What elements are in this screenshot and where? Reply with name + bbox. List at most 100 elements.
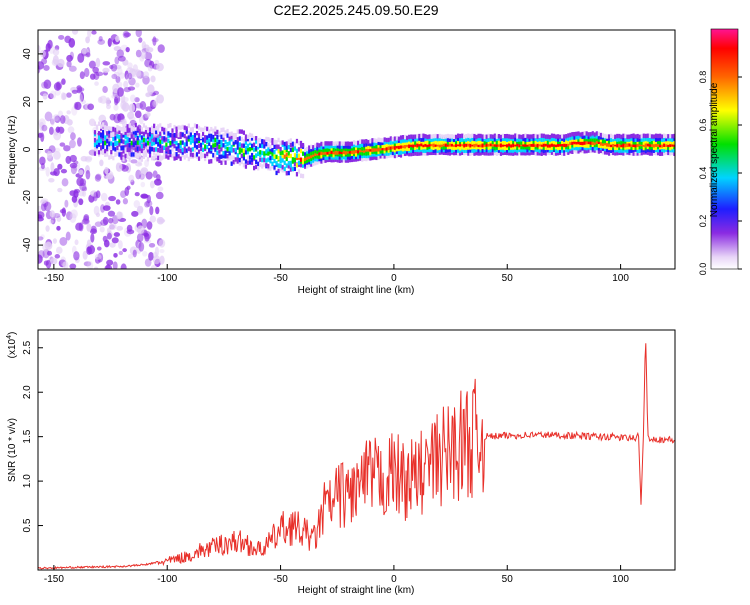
spectrogram-ridge-cell <box>281 150 284 155</box>
spectrogram-ridge-cell <box>330 146 333 151</box>
spectrogram-noise-cell <box>152 36 157 46</box>
spectrogram-ridge-cell <box>632 133 635 138</box>
spectrogram-ridge-cell <box>150 134 154 139</box>
spectrogram-ridge-cell <box>493 150 496 156</box>
spectrogram-ridge-cell <box>514 133 517 138</box>
spectrogram-noise-cell <box>148 242 156 248</box>
spectrogram-ridge-cell <box>583 149 586 154</box>
spectrogram-ridge-cell <box>673 151 675 156</box>
spectrogram-ridge-cell <box>324 147 327 152</box>
spectrogram-ridge-cell <box>210 145 213 150</box>
spectrogram-ridge-cell <box>654 145 658 151</box>
spectrogram-ridge-cell <box>177 125 180 130</box>
spectrogram-ridge-cell <box>102 144 105 150</box>
spectrogram-ridge-cell <box>518 137 521 142</box>
spectrogram-ridge-cell <box>250 152 254 158</box>
spectrogram-ridge-cell <box>208 141 211 146</box>
spectrogram-noise-cell <box>43 64 50 71</box>
spectrogram-ridge-cell <box>597 149 601 154</box>
spectrogram-ridge-cell <box>424 144 427 150</box>
spectrogram-ridge-cell <box>656 139 660 145</box>
spectrogram-ridge-cell <box>612 134 615 140</box>
spectrogram-ridge-cell <box>175 146 178 151</box>
spectrogram-ridge-cell <box>493 146 496 151</box>
spectrogram-noise-cell <box>158 239 166 248</box>
spectrogram-ridge-cell <box>332 153 335 158</box>
spectrogram-ridge-cell <box>499 142 503 148</box>
spectrogram-cells <box>38 30 675 269</box>
spectrogram-ridge-cell <box>589 132 592 137</box>
spectrogram-ridge-cell <box>452 137 456 143</box>
spectrogram-ridge-cell <box>559 134 562 140</box>
spectrogram-noise-cell <box>144 258 152 267</box>
spectrogram-noise-cell <box>69 154 77 163</box>
spectrogram-ridge-cell <box>508 134 511 139</box>
spectrogram-ridge-cell <box>512 151 515 156</box>
spectrogram-ridge-cell <box>571 149 574 155</box>
spectrogram-ridge-cell <box>371 147 374 153</box>
spectrogram-ridge-cell <box>197 125 201 131</box>
spectrogram-ridge-cell <box>318 143 321 148</box>
spectrogram-ridge-cell <box>508 136 511 142</box>
spectrogram-ridge-cell <box>581 146 584 151</box>
spectrogram-ridge-cell <box>236 159 239 164</box>
spectrogram-ridge-cell <box>214 126 217 131</box>
spectrogram-ridge-cell <box>181 152 184 158</box>
spectrogram-ridge-cell <box>426 145 429 150</box>
spectrogram-ridge-cell <box>187 134 190 140</box>
spectrogram-noise-cell <box>102 61 111 66</box>
spectrogram-ridge-cell <box>197 149 201 154</box>
spectrogram-ridge-cell <box>418 136 421 141</box>
spectrogram-ridge-cell <box>432 148 435 153</box>
spectrogram-ridge-cell <box>199 146 203 152</box>
spectrogram-ridge-cell <box>530 142 533 147</box>
spectrogram-ridge-cell <box>416 143 419 148</box>
spectrogram-ridge-cell <box>554 148 558 153</box>
spectrogram-ridge-cell <box>330 158 333 163</box>
spectrogram-ridge-cell <box>424 142 427 147</box>
spectrogram-ridge-cell <box>563 137 566 142</box>
spectrogram-ridge-cell <box>208 129 211 134</box>
spectrogram-ridge-cell <box>269 166 272 171</box>
spectrogram-ridge-cell <box>485 134 488 139</box>
spectrogram-ridge-cell <box>108 155 111 160</box>
spectrogram-noise-cell <box>140 51 147 60</box>
spectrogram-ridge-cell <box>626 145 629 150</box>
spectrogram-ridge-cell <box>93 130 97 135</box>
spectrogram-ridge-cell <box>336 146 339 152</box>
spectrogram-ridge-cell <box>114 140 117 146</box>
spectrogram-ridge-cell <box>414 140 417 145</box>
spectrogram-ridge-cell <box>271 164 274 169</box>
spectrogram-ridge-cell <box>461 147 464 152</box>
spectrogram-ridge-cell <box>554 134 558 139</box>
spectrogram-noise-cell <box>81 186 88 192</box>
spectrogram-ridge-cell <box>622 151 625 156</box>
spectrogram-noise-cell <box>64 199 69 208</box>
spectrogram-ridge-cell <box>277 156 280 161</box>
spectrogram-ridge-cell <box>173 133 176 138</box>
spectrogram-ridge-cell <box>291 157 294 162</box>
spectrogram-ridge-cell <box>218 149 221 154</box>
spectrogram-ridge-cell <box>508 148 511 153</box>
spectrogram-ridge-cell <box>157 137 160 143</box>
spectrogram-ridge-cell <box>454 145 458 150</box>
spectrogram-ridge-cell <box>661 151 664 156</box>
spectrogram-noise-cell <box>138 37 143 43</box>
spectrogram-ridge-cell <box>636 133 639 139</box>
spectrogram-ridge-cell <box>591 146 594 151</box>
spectrogram-noise-cell <box>108 195 117 202</box>
spectrogram-ridge-cell <box>518 134 521 139</box>
spectrogram-ridge-cell <box>128 137 131 143</box>
spectrogram-ridge-cell <box>324 144 327 149</box>
spectrogram-ridge-cell <box>567 141 570 147</box>
spectrogram-ridge-cell <box>559 145 562 150</box>
spectrogram-ridge-cell <box>189 135 192 141</box>
spectrogram-ridge-cell <box>477 148 480 153</box>
spectrogram-ridge-cell <box>171 142 174 147</box>
spectrogram-ridge-cell <box>491 142 494 147</box>
spectrogram-ridge-cell <box>167 138 170 144</box>
spectrogram-ridge-cell <box>250 133 254 138</box>
spectrogram-ridge-cell <box>269 155 272 161</box>
spectrogram-ridge-cell <box>491 134 494 139</box>
spectrogram-ridge-cell <box>471 140 474 145</box>
